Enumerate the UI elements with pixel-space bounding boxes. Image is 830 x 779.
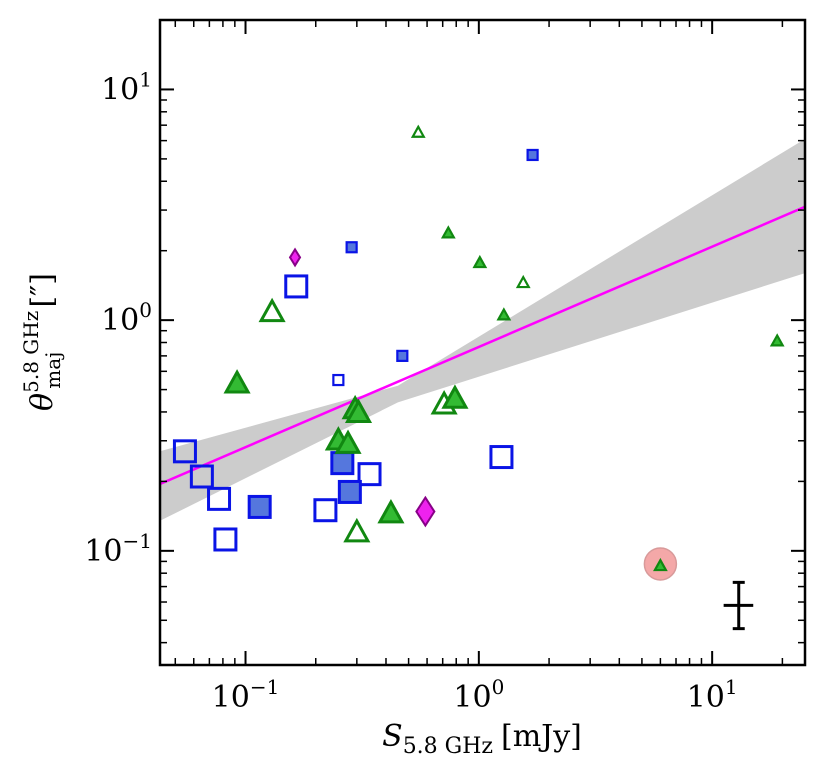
fit-line-group — [160, 205, 805, 486]
y-tick-label-2: 101 — [101, 67, 152, 107]
blue-open-square-point-0 — [172, 439, 197, 464]
blue-open-square-point-3 — [213, 527, 238, 552]
blue-open-square-point-7 — [489, 445, 514, 470]
green-open-triangle-point-3 — [410, 124, 426, 138]
green-filled-triangle-point-8 — [472, 254, 488, 269]
y-axis-label-sub: maj — [41, 352, 65, 389]
magenta-diamond-point-1 — [415, 495, 436, 528]
blue-open-square-point-4 — [284, 274, 309, 299]
blue-filled-square-point-3 — [345, 241, 358, 254]
blue-open-square-point-5 — [313, 498, 338, 523]
blue-open-square-point-8 — [332, 373, 345, 387]
green-filled-triangle-point-10 — [769, 333, 785, 347]
y-tick-label-base: 10 — [84, 534, 122, 569]
x-tick-label-base: 10 — [687, 680, 725, 715]
x-axis-label-sub: 5.8 GHz — [403, 734, 493, 759]
confidence-band-area — [160, 139, 805, 521]
x-tick-label-base: 10 — [212, 680, 250, 715]
blue-filled-square-point-2 — [337, 479, 362, 504]
green-filled-triangle-point-0 — [223, 369, 251, 394]
x-tick-label-1: 100 — [453, 675, 504, 715]
y-tick-label-1: 100 — [101, 298, 152, 338]
green-filled-triangle-point-7 — [440, 225, 456, 239]
y-tick-label-exp: 1 — [139, 67, 152, 91]
green-filled-triangle-point-5 — [377, 498, 405, 524]
y-axis-label-sup: 5.8 GHz — [19, 311, 43, 393]
y-axis-label-unit: [″] — [25, 273, 60, 308]
y-axis-label-main: θ — [25, 393, 60, 411]
y-tick-label-base: 10 — [101, 72, 139, 107]
y-axis-label: θ5.8 GHzmaj [″] — [19, 273, 65, 411]
x-tick-label-exp: 0 — [492, 675, 505, 699]
blue-filled-square-point-0 — [247, 494, 272, 519]
y-tick-label-0: 10−1 — [84, 529, 152, 569]
blue-filled-square-point-1 — [330, 451, 355, 476]
x-axis-label-unit: [mJy] — [501, 719, 582, 754]
data-markers — [172, 124, 785, 581]
green-filled-triangle-point-9 — [496, 307, 512, 321]
blue-open-square-point-1 — [189, 464, 214, 489]
x-tick-label-exp: −1 — [250, 675, 279, 699]
green-filled-triangle-point-4 — [344, 398, 373, 423]
green-filled-triangle-point-2 — [334, 429, 362, 454]
green-filled-triangle-point-11 — [653, 557, 668, 572]
y-tick-label-exp: 0 — [139, 298, 152, 322]
green-open-triangle-point-1 — [343, 517, 371, 543]
x-tick-label-base: 10 — [453, 680, 491, 715]
y-axis-label-group: θ5.8 GHzmaj [″] — [19, 273, 65, 411]
blue-open-square-point-6 — [357, 462, 382, 487]
x-axis-label-main: S — [382, 719, 403, 754]
y-tick-label-base: 10 — [101, 303, 139, 338]
confidence-band — [160, 139, 805, 521]
plot-frame — [158, 18, 807, 667]
blue-open-square-point-2 — [207, 486, 232, 511]
fit-line — [160, 205, 805, 486]
blue-filled-square-point-4 — [396, 349, 409, 362]
x-axis-label: S5.8 GHz [mJy] — [382, 719, 582, 759]
x-tick-label-2: 101 — [687, 675, 738, 715]
error-bar-group — [723, 580, 754, 631]
x-tick-label-0: 10−1 — [212, 675, 280, 715]
y-tick-label-exp: −1 — [123, 529, 152, 553]
green-filled-triangle-point-6 — [441, 384, 469, 409]
magenta-diamond-point-0 — [288, 247, 302, 268]
green-open-triangle-point-4 — [515, 274, 531, 289]
x-tick-label-exp: 1 — [725, 675, 738, 699]
green-open-triangle-point-0 — [258, 297, 286, 323]
blue-filled-square-point-5 — [526, 148, 539, 162]
